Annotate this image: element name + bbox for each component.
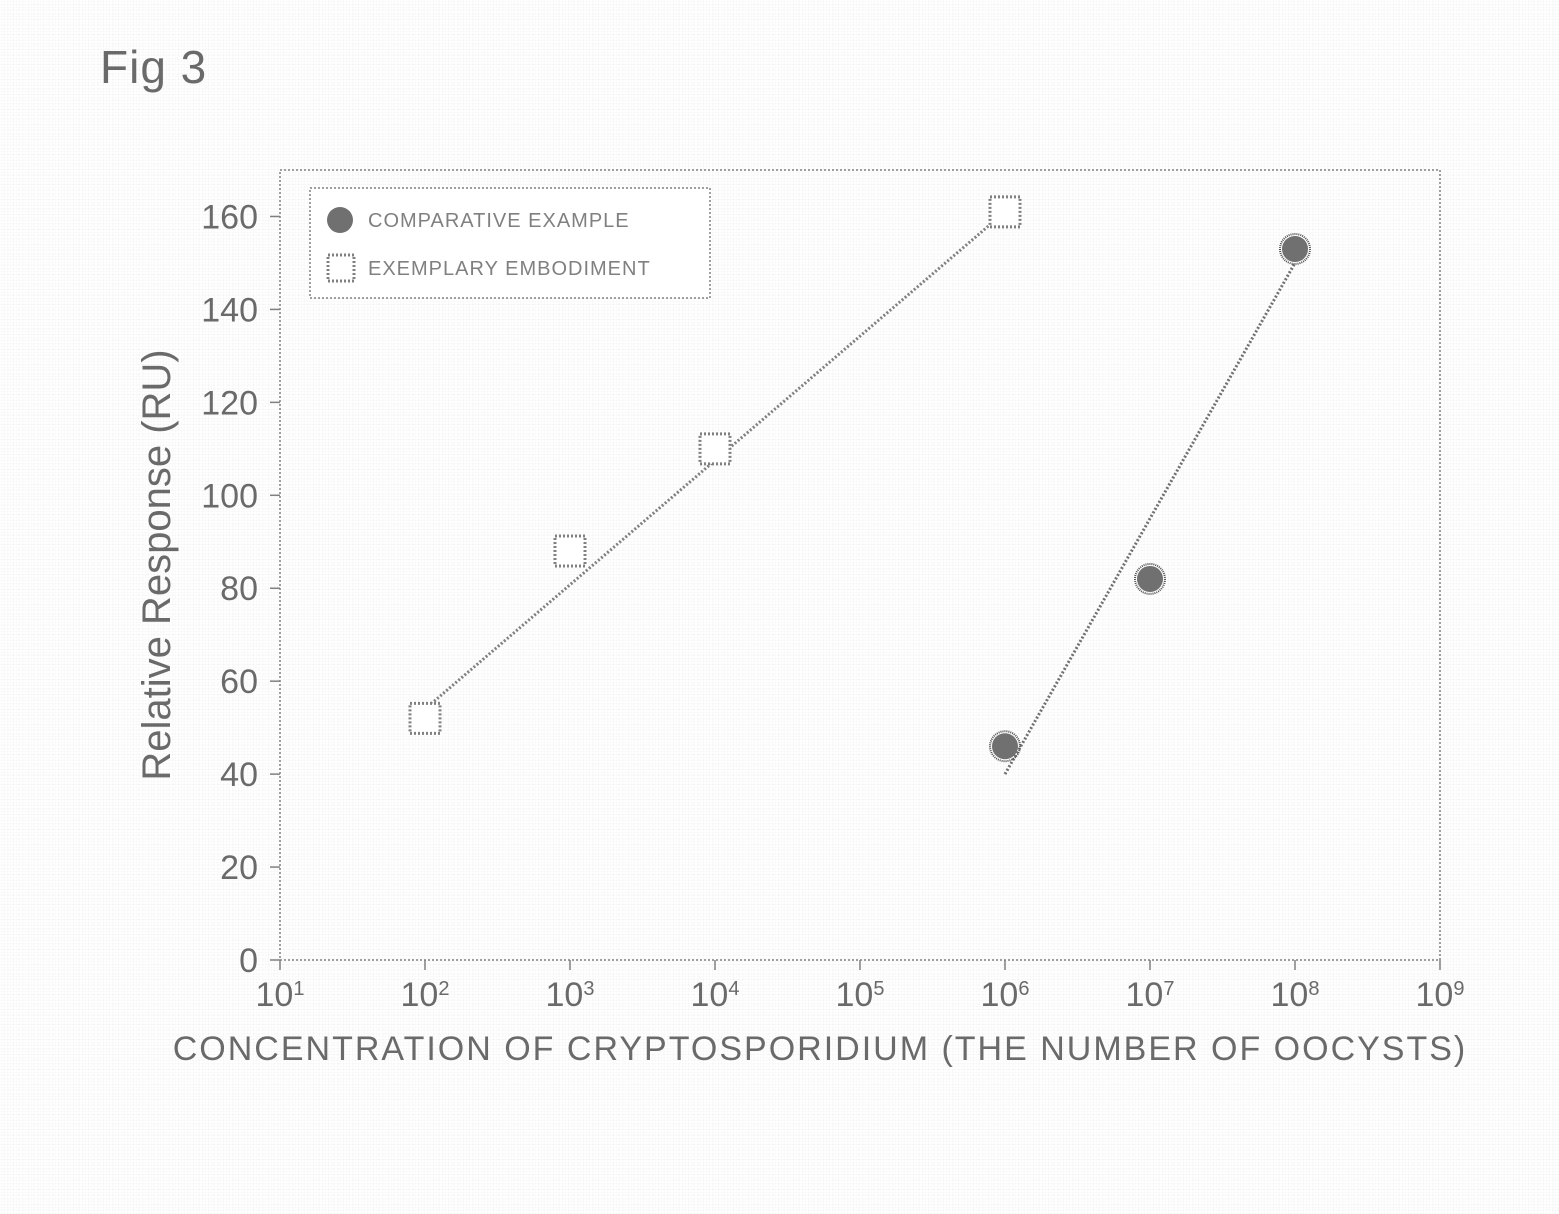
marker-comparative <box>1137 566 1163 592</box>
marker-exemplary <box>700 434 730 464</box>
y-tick-label: 140 <box>201 291 258 329</box>
marker-exemplary <box>990 197 1020 227</box>
y-tick-label: 80 <box>220 570 258 608</box>
x-tick-label: 108 <box>1271 976 1320 1014</box>
x-tick-label: 106 <box>981 976 1030 1014</box>
x-tick-label: 101 <box>256 976 305 1014</box>
scatter-plot: 0 20 40 60 80 100 120 140 160 101 102 103 104 105 106 1… <box>120 150 1480 1110</box>
x-tick-label: 105 <box>836 976 885 1014</box>
legend-frame <box>310 188 710 298</box>
marker-exemplary <box>410 703 440 733</box>
y-tick-label: 0 <box>239 942 258 980</box>
y-tick-label: 100 <box>201 477 258 515</box>
trendline-comparative <box>1005 263 1295 774</box>
marker-exemplary <box>555 536 585 566</box>
legend-marker-square <box>328 255 354 281</box>
x-tick-label: 107 <box>1126 976 1175 1014</box>
y-tick-label: 160 <box>201 198 258 236</box>
legend-label-comparative: COMPARATIVE EXAMPLE <box>368 210 630 232</box>
x-tick-label: 102 <box>401 976 450 1014</box>
x-tick-label: 103 <box>546 976 595 1014</box>
x-axis-label: CONCENTRATION OF CRYPTOSPORIDIUM (THE NU… <box>173 1030 1468 1068</box>
y-axis-label: Relative Response (RU) <box>135 349 179 780</box>
marker-comparative <box>992 733 1018 759</box>
x-tick-label: 109 <box>1416 976 1465 1014</box>
legend-label-exemplary: EXEMPLARY EMBODIMENT <box>368 258 651 280</box>
marker-comparative <box>1282 236 1308 262</box>
y-tick-label: 60 <box>220 663 258 701</box>
y-tick-label: 120 <box>201 384 258 422</box>
y-tick-label: 40 <box>220 756 258 794</box>
legend-marker-circle <box>327 207 353 233</box>
y-tick-label: 20 <box>220 849 258 887</box>
x-tick-label: 104 <box>691 976 740 1014</box>
figure-label: Fig 3 <box>100 40 207 94</box>
